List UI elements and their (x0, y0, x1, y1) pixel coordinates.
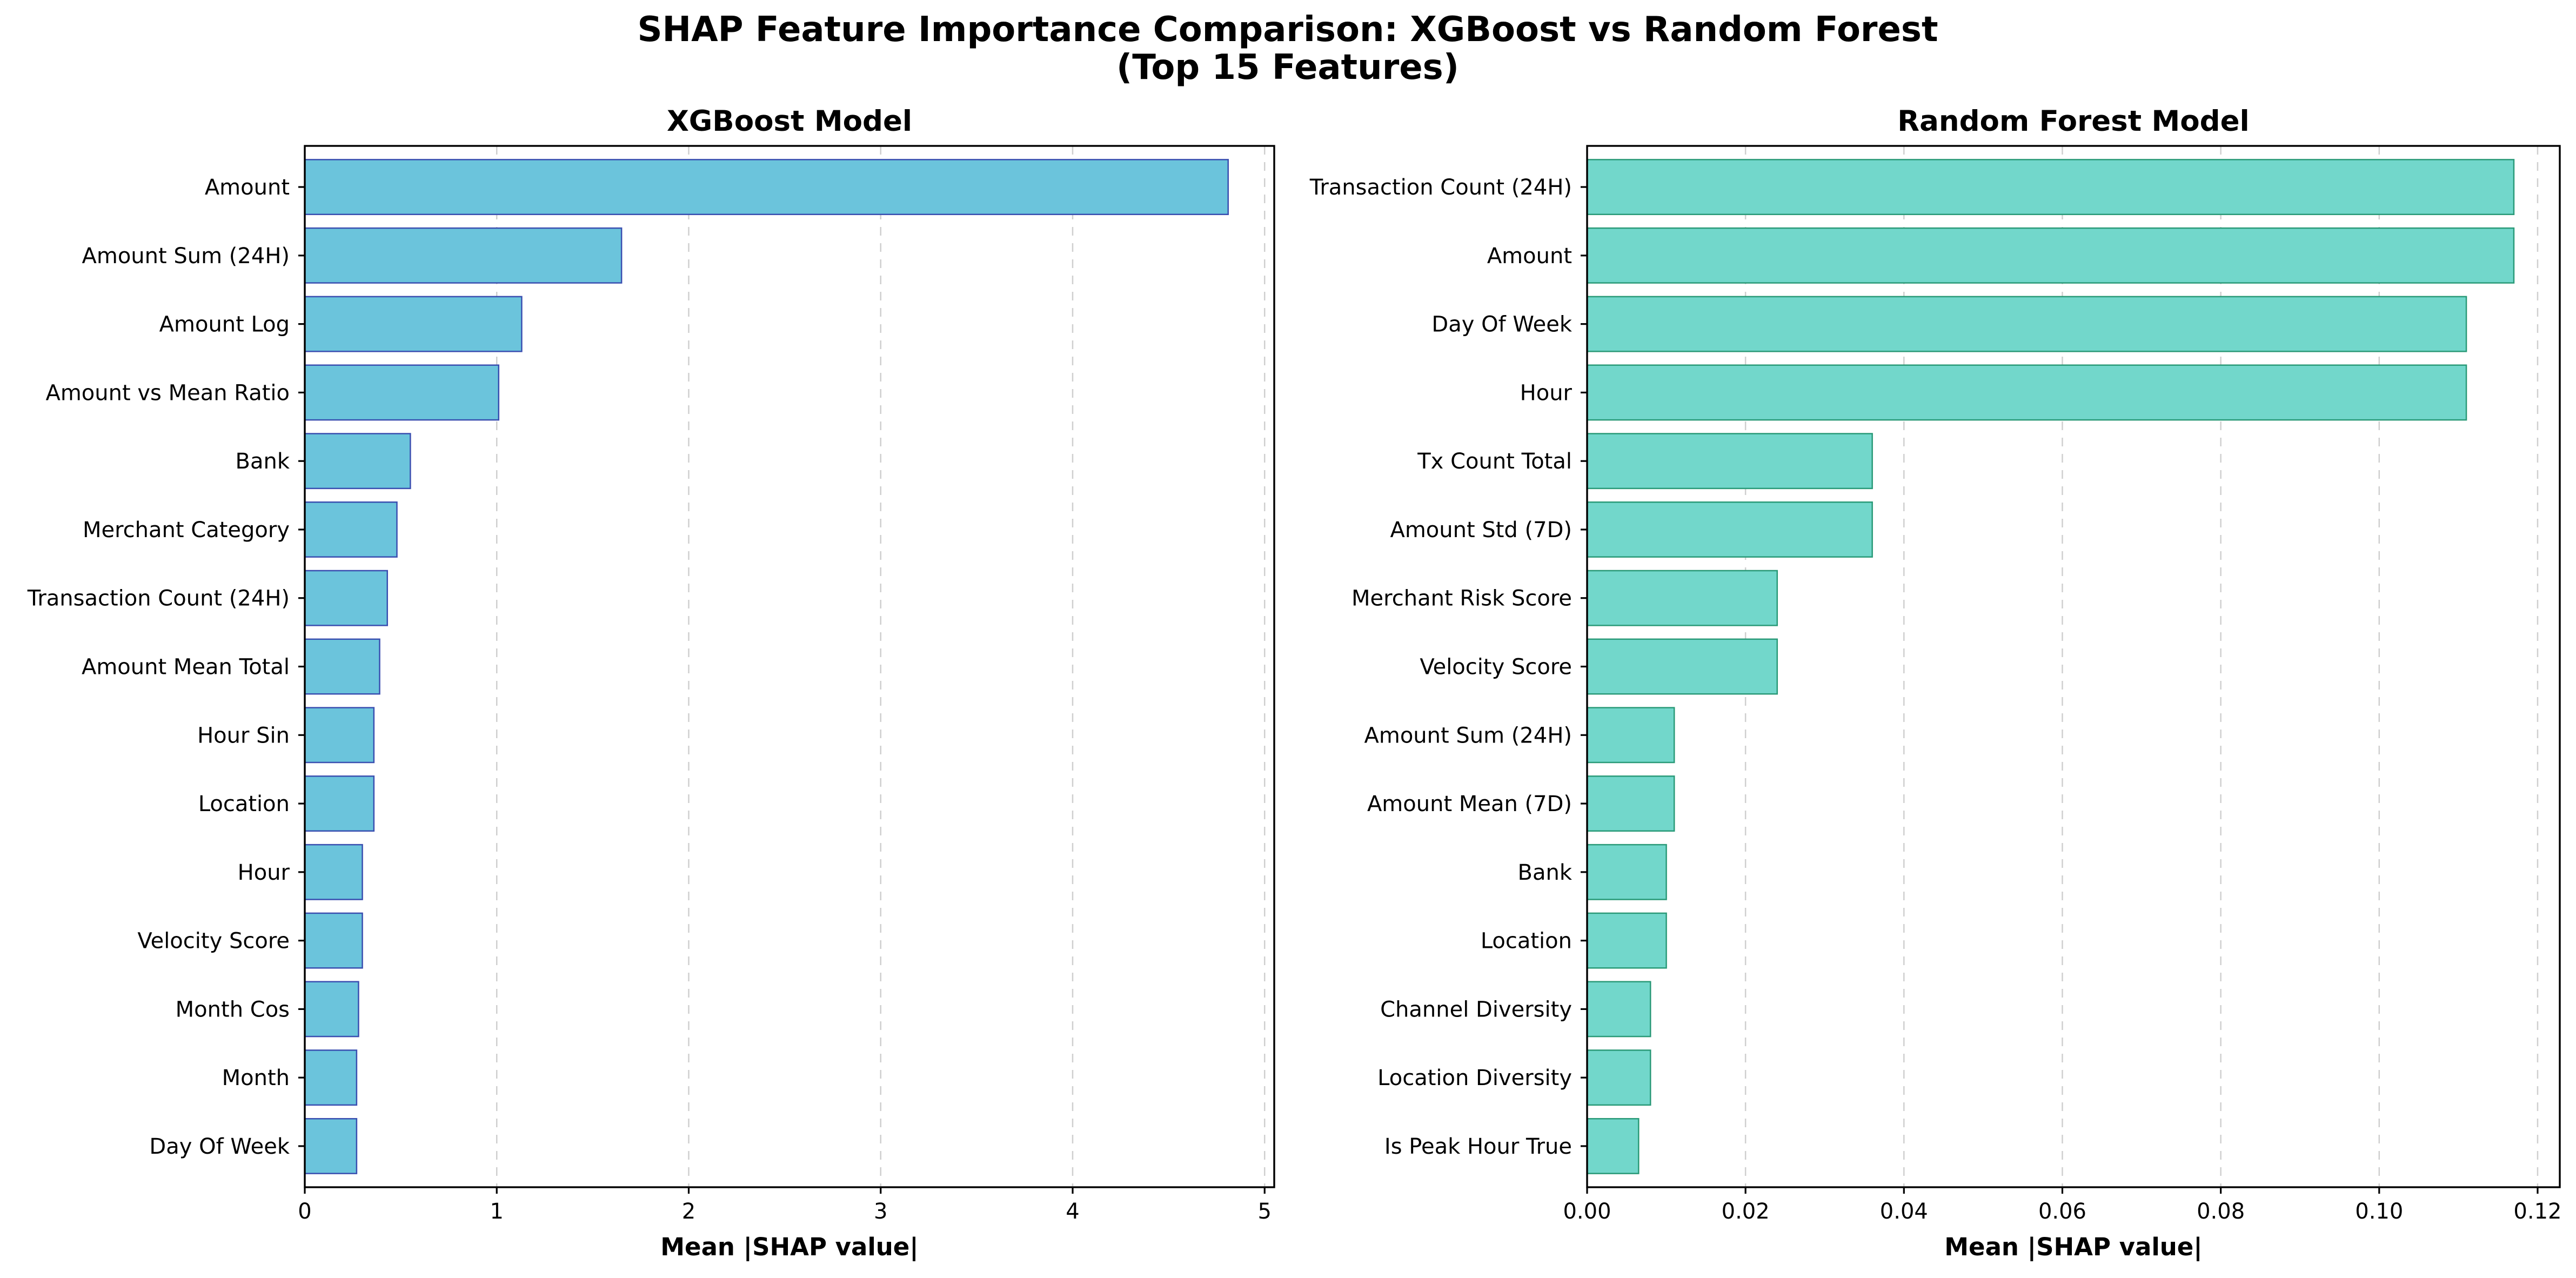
random-forest-y-tick-label: Tx Count Total (1417, 449, 1572, 474)
random-forest-y-tick-labels: Transaction Count (24H) Amount Day Of Week… (1309, 175, 1587, 1159)
random-forest-y-tick-label: Transaction Count (24H) (1309, 175, 1572, 200)
random-forest-x-tick-label: 0.10 (2355, 1199, 2403, 1224)
random-forest-bar (1586, 638, 1778, 695)
xgboost-bar (304, 707, 375, 764)
random-forest-bars (1586, 159, 2515, 1174)
random-forest-x-axis-label: Mean |SHAP value| (1944, 1233, 2202, 1261)
xgboost-bar (304, 1049, 358, 1106)
random-forest-bar (1586, 844, 1667, 900)
random-forest-y-tick-label: Amount Std (7D) (1390, 518, 1572, 543)
random-forest-x-tick-label: 0.00 (1563, 1199, 1611, 1224)
random-forest-bar (1586, 364, 2467, 421)
xgboost-x-tick-label: 1 (490, 1199, 504, 1224)
random-forest-bar (1586, 227, 2515, 284)
xgboost-bar (304, 912, 363, 969)
xgboost-bar (304, 433, 411, 490)
xgboost-bar (304, 775, 375, 832)
random-forest-y-tick-label: Channel Diversity (1380, 997, 1572, 1022)
xgboost-y-tick-label: Month Cos (176, 997, 290, 1022)
figure-suptitle-line1: SHAP Feature Importance Comparison: XGBo… (637, 10, 1938, 50)
xgboost-bar (304, 981, 359, 1038)
xgboost-y-tick-label: Amount vs Mean Ratio (45, 380, 290, 405)
xgboost-bar (304, 159, 1229, 216)
xgboost-x-tick-label: 4 (1066, 1199, 1079, 1224)
random-forest-y-tick-label: Merchant Risk Score (1351, 586, 1572, 611)
random-forest-bar (1586, 707, 1675, 764)
random-forest-y-tick-label: Day Of Week (1431, 312, 1572, 337)
random-forest-y-tick-label: Location (1481, 929, 1572, 954)
random-forest-y-tick-label: Amount Mean (7D) (1367, 792, 1572, 817)
random-forest-y-tick-label: Amount (1487, 244, 1572, 269)
random-forest-x-tick-label: 0.06 (2038, 1199, 2086, 1224)
xgboost-y-tick-label: Transaction Count (24H) (27, 586, 290, 611)
random-forest-bar (1586, 1049, 1651, 1106)
xgboost-bar (304, 227, 623, 284)
random-forest-chart-panel: Transaction Count (24H) Amount Day Of Week… (1309, 105, 2562, 1261)
xgboost-y-tick-label: Hour Sin (197, 723, 290, 748)
random-forest-bar (1586, 1118, 1640, 1174)
xgboost-bars (304, 159, 1229, 1174)
random-forest-y-tick-label: Is Peak Hour True (1384, 1134, 1572, 1159)
xgboost-y-tick-label: Day Of Week (149, 1134, 290, 1159)
xgboost-y-tick-label: Amount Sum (24H) (82, 244, 290, 269)
random-forest-bar (1586, 775, 1675, 832)
random-forest-bar (1586, 912, 1667, 969)
xgboost-x-tick-label: 2 (682, 1199, 695, 1224)
random-forest-y-tick-label: Bank (1518, 860, 1573, 885)
xgboost-y-tick-label: Location (198, 792, 290, 817)
random-forest-bar (1586, 433, 1873, 490)
xgboost-bar (304, 364, 500, 421)
xgboost-x-axis-label: Mean |SHAP value| (660, 1233, 918, 1261)
xgboost-y-tick-label: Hour (238, 860, 290, 885)
random-forest-x-tick-labels: 0.00 0.02 0.04 0.06 0.08 0.10 0.12 (1563, 1187, 2561, 1224)
random-forest-bar (1586, 159, 2515, 216)
xgboost-bar (304, 844, 363, 900)
xgboost-y-tick-label: Merchant Category (83, 518, 290, 543)
figure-suptitle-line2: (Top 15 Features) (1116, 48, 1459, 88)
xgboost-bar (304, 501, 398, 558)
random-forest-x-tick-label: 0.08 (2197, 1199, 2245, 1224)
random-forest-bar (1586, 981, 1651, 1038)
random-forest-y-tick-label: Hour (1520, 380, 1573, 405)
xgboost-bar (304, 638, 380, 695)
random-forest-x-tick-label: 0.02 (1722, 1199, 1770, 1224)
xgboost-bar (304, 570, 389, 626)
random-forest-bar (1586, 296, 2467, 352)
xgboost-y-tick-label: Amount Log (159, 312, 290, 337)
xgboost-y-tick-label: Month (222, 1066, 290, 1090)
xgboost-y-tick-label: Velocity Score (137, 929, 290, 954)
xgboost-chart-title: XGBoost Model (667, 105, 912, 138)
random-forest-x-tick-label: 0.04 (1880, 1199, 1928, 1224)
xgboost-y-tick-label: Amount (205, 175, 290, 200)
xgboost-x-tick-label: 5 (1258, 1199, 1272, 1224)
xgboost-x-tick-labels: 0 1 2 3 4 5 (298, 1187, 1272, 1224)
xgboost-y-tick-label: Amount Mean Total (82, 655, 290, 680)
random-forest-y-tick-label: Velocity Score (1420, 655, 1572, 680)
xgboost-bar (304, 1118, 358, 1174)
random-forest-y-tick-label: Location Diversity (1377, 1066, 1572, 1090)
xgboost-x-tick-label: 0 (298, 1199, 311, 1224)
random-forest-bar (1586, 501, 1873, 558)
random-forest-bar (1586, 570, 1778, 626)
xgboost-y-tick-labels: Amount Amount Sum (24H) Amount Log Amount v… (27, 175, 305, 1159)
random-forest-chart-title: Random Forest Model (1897, 105, 2249, 138)
random-forest-y-tick-label: Amount Sum (24H) (1364, 723, 1572, 748)
xgboost-x-tick-label: 3 (874, 1199, 887, 1224)
xgboost-chart-panel: Amount Amount Sum (24H) Amount Log Amount v… (27, 105, 1275, 1261)
xgboost-bar (304, 296, 523, 352)
xgboost-y-tick-label: Bank (236, 449, 290, 474)
random-forest-x-tick-label: 0.12 (2513, 1199, 2561, 1224)
